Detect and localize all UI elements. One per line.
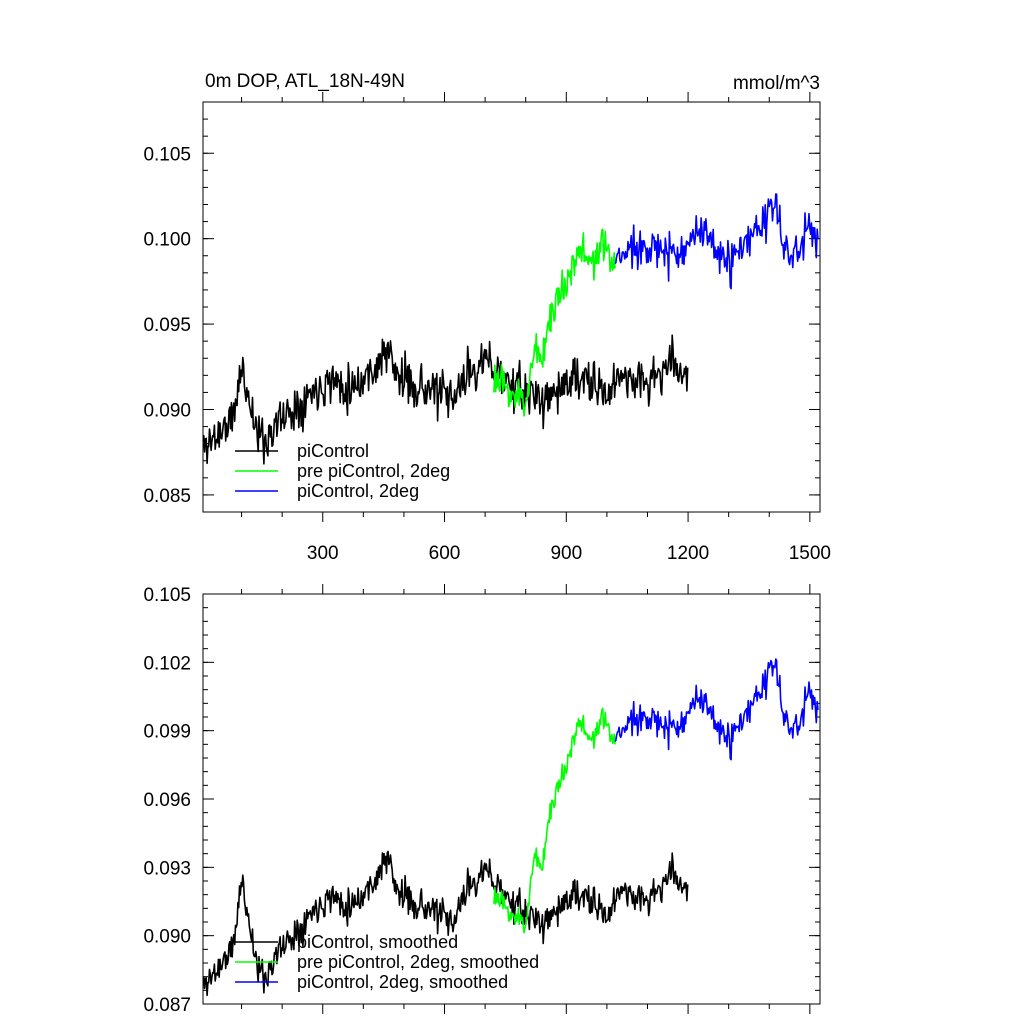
units-label: mmol/m^3 bbox=[733, 73, 820, 94]
y-tick-label: 0.102 bbox=[143, 653, 191, 674]
chart-title: 0m DOP, ATL_18N-49N bbox=[205, 71, 405, 92]
legend-label: piControl bbox=[297, 441, 369, 461]
top-panel: 0.085 0.090 0.095 0.100 0.105 300 600 900 1200 15… bbox=[143, 71, 831, 564]
y-tick-label: 0.095 bbox=[143, 315, 191, 336]
series-line-picontrol-2deg bbox=[614, 193, 819, 290]
x-tick-label: 1200 bbox=[667, 543, 709, 564]
y-tick-label: 0.096 bbox=[143, 790, 191, 811]
y-tick-label: 0.105 bbox=[143, 585, 191, 606]
y-tick-label: 0.090 bbox=[143, 927, 191, 948]
series-line-pre-picontrol-2deg-smoothed bbox=[492, 707, 616, 934]
plot-frame bbox=[202, 101, 821, 513]
y-tick-label: 0.099 bbox=[143, 722, 191, 743]
y-tick-label: 0.105 bbox=[143, 144, 191, 165]
x-tick-label: 300 bbox=[307, 543, 339, 564]
y-tick-label: 0.087 bbox=[143, 995, 191, 1016]
legend-label: pre piControl, 2deg bbox=[297, 461, 450, 481]
x-tick-label: 900 bbox=[550, 543, 582, 564]
legend-label: piControl, smoothed bbox=[297, 932, 458, 952]
series-line-pre-picontrol-2deg bbox=[493, 228, 616, 417]
legend-label: pre piControl, 2deg, smoothed bbox=[297, 952, 539, 972]
series-line-picontrol-smoothed bbox=[203, 850, 689, 997]
y-tick-label: 0.090 bbox=[143, 401, 191, 422]
legend-label: piControl, 2deg bbox=[297, 481, 419, 501]
plot-frame bbox=[202, 593, 821, 1005]
series-line-picontrol-2deg-smoothed bbox=[614, 658, 819, 761]
y-tick-label: 0.100 bbox=[143, 230, 191, 251]
series-line-picontrol bbox=[203, 334, 689, 465]
bottom-panel: 0.087 0.090 0.093 0.096 0.099 0.102 0.105 piCon… bbox=[143, 584, 821, 1016]
x-tick-label: 600 bbox=[429, 543, 461, 564]
y-tick-label: 0.093 bbox=[143, 858, 191, 879]
x-tick-label: 1500 bbox=[789, 543, 831, 564]
y-tick-label: 0.085 bbox=[143, 486, 191, 507]
legend-label: piControl, 2deg, smoothed bbox=[297, 972, 508, 992]
